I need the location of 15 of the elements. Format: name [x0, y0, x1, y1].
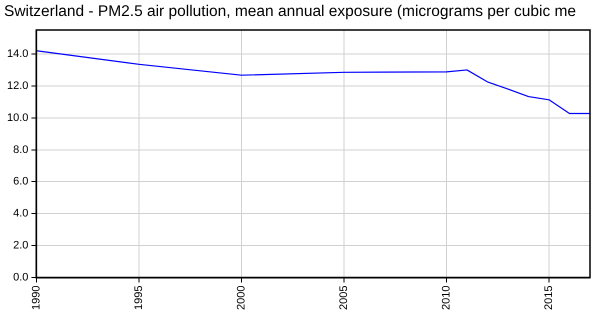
x-tick-label: 2005: [338, 286, 350, 310]
x-tick-label: 2000: [235, 286, 248, 310]
y-tick-label: 8.0: [13, 144, 28, 156]
x-tick-label: 1995: [132, 286, 145, 310]
y-tick-label: 2.0: [13, 240, 28, 252]
y-tick-label: 12.0: [6, 80, 28, 92]
x-tick-label: 2015: [543, 286, 556, 310]
y-tick-label: 14.0: [6, 48, 28, 60]
x-tick-label: 2010: [440, 286, 453, 310]
y-tick-label: 4.0: [13, 208, 28, 220]
y-tick-label: 10.0: [6, 112, 28, 124]
y-tick-label: 6.0: [13, 176, 28, 188]
y-tick-label: 0.0: [13, 272, 28, 284]
chart-title: Switzerland - PM2.5 air pollution, mean annual exposure (micrograms per cubic me: [4, 3, 576, 21]
x-tick-label: 1990: [30, 286, 42, 310]
